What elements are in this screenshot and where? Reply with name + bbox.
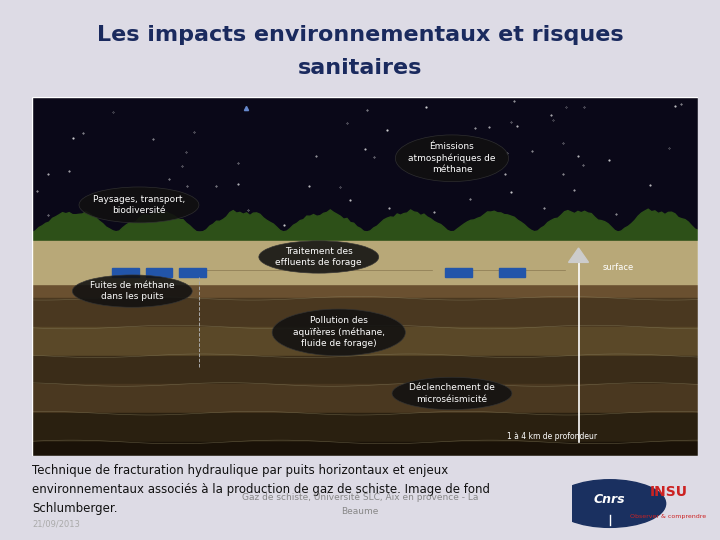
Text: Fuites de méthane
dans les puits: Fuites de méthane dans les puits [90, 281, 175, 301]
Ellipse shape [259, 241, 379, 273]
Bar [32, 248, 698, 251]
Bar [32, 251, 698, 254]
Text: Paysages, transport,
biodiversité: Paysages, transport, biodiversité [93, 195, 185, 215]
Bar [32, 237, 698, 239]
Text: environnementaux associés à la production de gaz de schiste. Image de fond: environnementaux associés à la productio… [32, 483, 490, 496]
Bar [179, 268, 206, 276]
Text: Schlumberger.: Schlumberger. [32, 502, 118, 515]
Text: Pollution des
aquïfères (méthane,
fluide de forage): Pollution des aquïfères (méthane, fluide… [293, 316, 384, 348]
Bar [32, 384, 698, 413]
Bar [498, 268, 526, 276]
Bar [32, 241, 698, 284]
Ellipse shape [392, 377, 512, 410]
Bar [32, 97, 698, 276]
Text: Observer & comprendre: Observer & comprendre [630, 514, 706, 518]
Text: Cnrs: Cnrs [594, 492, 626, 505]
Bar [32, 260, 698, 262]
Bar [445, 268, 472, 276]
Bar [32, 262, 698, 265]
Bar [32, 245, 698, 248]
Bar [32, 276, 698, 298]
Text: Beaume: Beaume [341, 508, 379, 516]
Bar [145, 268, 172, 276]
Ellipse shape [395, 135, 508, 181]
Text: INSU: INSU [649, 485, 688, 499]
Bar [32, 356, 698, 384]
Ellipse shape [272, 309, 405, 356]
Ellipse shape [73, 275, 192, 307]
Polygon shape [32, 209, 698, 242]
Text: sanitaires: sanitaires [298, 57, 422, 78]
Bar [32, 413, 698, 442]
Bar [32, 254, 698, 256]
Text: Déclenchement de
microséismicité: Déclenchement de microséismicité [409, 383, 495, 403]
Text: 1 à 4 km de profondeur: 1 à 4 km de profondeur [507, 432, 597, 441]
Bar [32, 327, 698, 356]
Text: 21/09/2013: 21/09/2013 [32, 519, 80, 528]
Bar [32, 256, 698, 260]
Polygon shape [569, 248, 588, 262]
Text: Traitement des
effluents de forage: Traitement des effluents de forage [276, 247, 362, 267]
Text: Gaz de schiste, Université SLC, Aix en provence - La: Gaz de schiste, Université SLC, Aix en p… [242, 492, 478, 502]
Text: Les impacts environnementaux et risques: Les impacts environnementaux et risques [96, 25, 624, 45]
Bar [32, 242, 698, 245]
Bar [32, 239, 698, 242]
Bar [32, 232, 698, 242]
Text: surface: surface [603, 264, 634, 272]
Bar [32, 442, 698, 456]
Bar [112, 268, 139, 276]
Text: Émissions
atmosphériques de
méthane: Émissions atmosphériques de méthane [408, 143, 496, 174]
Bar [32, 234, 698, 237]
Bar [32, 298, 698, 327]
Text: Technique de fracturation hydraulique par puits horizontaux et enjeux: Technique de fracturation hydraulique pa… [32, 464, 449, 477]
Ellipse shape [79, 187, 199, 223]
Circle shape [554, 480, 666, 528]
Bar [32, 231, 698, 234]
